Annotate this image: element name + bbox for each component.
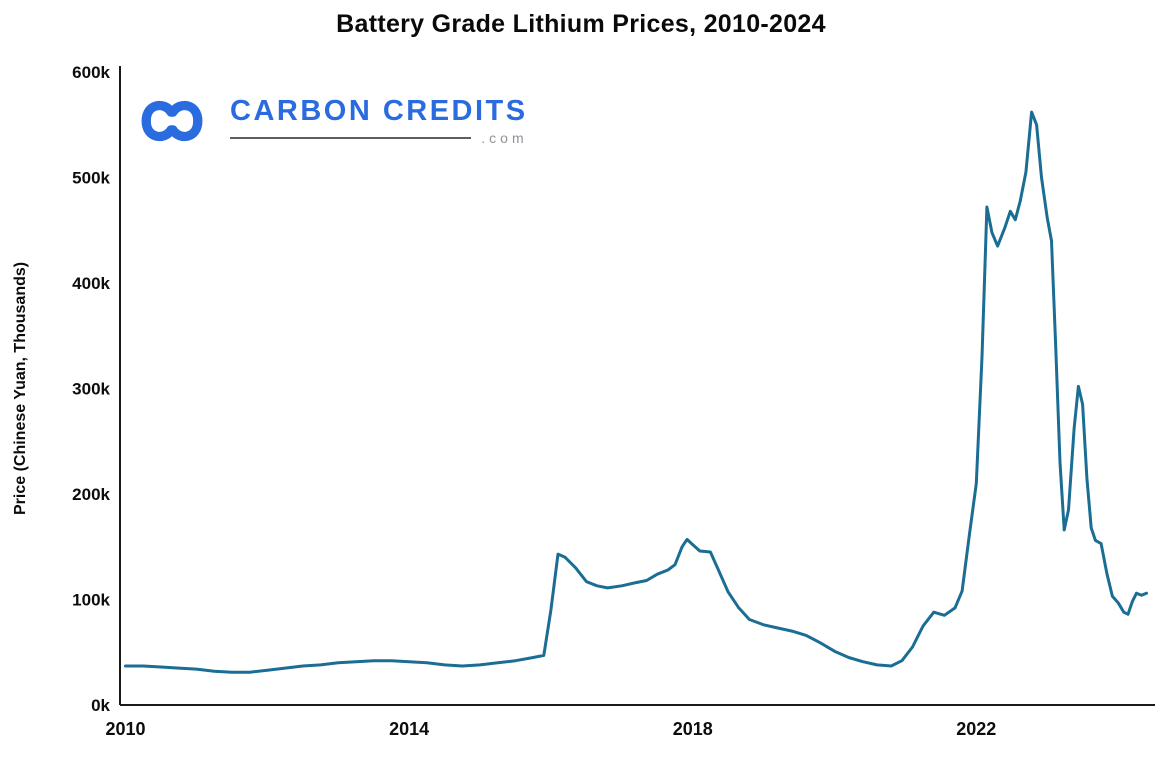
y-tick-label: 0k [91,696,110,715]
logo-text: CARBON CREDITS .com [230,94,528,146]
price-series-line [124,110,1148,674]
logo-rule [230,137,472,140]
logo-domain-suffix: .com [481,130,528,147]
x-tick-label: 2014 [389,719,429,739]
x-tick-label: 2010 [106,719,146,739]
carbon-credits-logo: CARBON CREDITS .com [132,92,528,150]
y-tick-label: 400k [72,274,110,293]
y-tick-label: 100k [72,591,110,610]
logo-wordmark: CARBON CREDITS [230,94,528,127]
y-tick-label: 200k [72,485,110,504]
x-tick-label: 2022 [956,719,996,739]
x-tick-label: 2018 [673,719,713,739]
y-tick-label: 600k [72,63,110,82]
y-tick-label: 500k [72,169,110,188]
chart-title: Battery Grade Lithium Prices, 2010-2024 [336,10,826,38]
logo-subline: .com [230,130,528,146]
y-tick-label: 300k [72,380,110,399]
infinity-loops-icon [141,100,203,142]
